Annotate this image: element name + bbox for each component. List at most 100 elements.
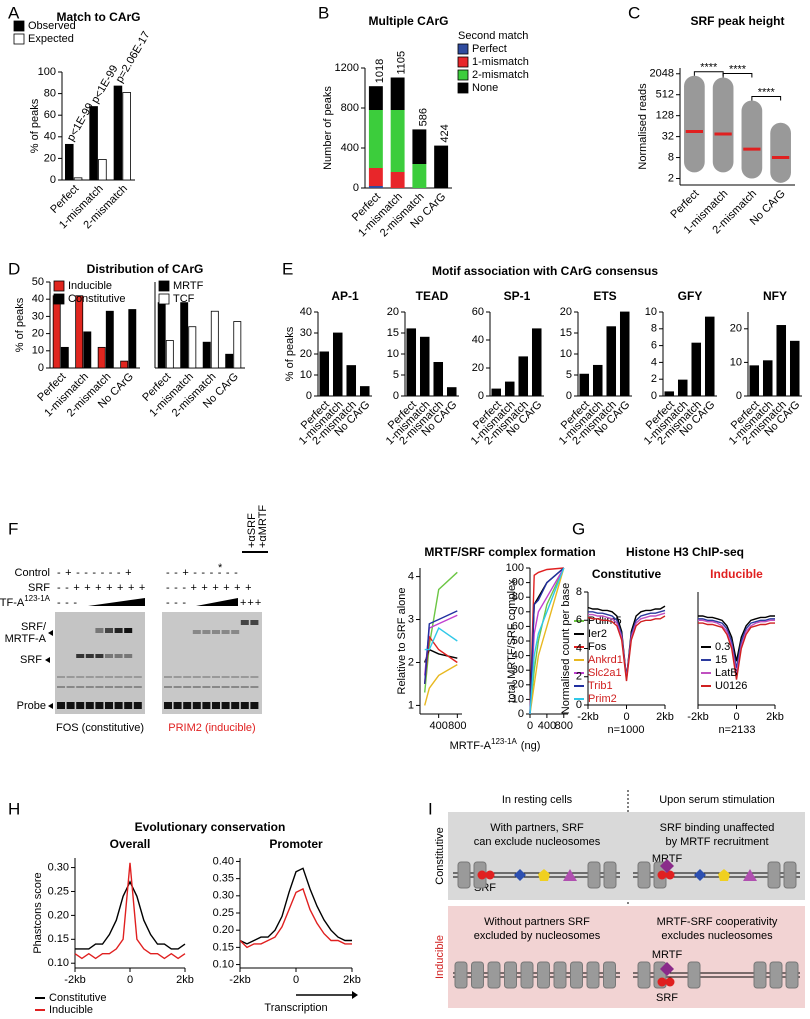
gel-band xyxy=(231,702,240,709)
panel-label: B xyxy=(318,3,329,22)
y-tick-label: 0.10 xyxy=(213,958,234,970)
legend-label: Constitutive xyxy=(49,992,106,1004)
gel-band xyxy=(164,702,172,709)
legend-swatch xyxy=(457,82,469,94)
line xyxy=(529,567,564,715)
partner-protein xyxy=(718,869,730,881)
line xyxy=(529,567,565,715)
panel-heading: MRTF/SRF complex formation xyxy=(424,545,595,559)
gel-band xyxy=(114,686,123,688)
chart-title: NFY xyxy=(763,289,787,303)
y-tick-label: 4 xyxy=(408,570,414,582)
y-tick-label: 15 xyxy=(560,327,572,339)
x-tick-label: 800 xyxy=(448,720,466,732)
panel-heading: Evolutionary conservation xyxy=(135,820,286,834)
srf xyxy=(665,870,675,880)
gel-band xyxy=(250,676,259,678)
schematic-header: In resting cells xyxy=(502,794,573,806)
line xyxy=(529,567,565,715)
panel-label: E xyxy=(282,259,293,278)
bar xyxy=(749,365,760,397)
protein-label: MRTF xyxy=(652,949,683,961)
bar-segment xyxy=(368,86,383,110)
band-arrow xyxy=(45,657,50,663)
gel-band xyxy=(114,702,123,709)
nucleosome xyxy=(553,961,567,989)
gel-band xyxy=(240,676,249,678)
y-tick-label: 1200 xyxy=(335,62,359,74)
gel-panel: Control SRF MRTF-A123-1A -+------+ --+++… xyxy=(0,505,269,734)
y-tick-label: 8 xyxy=(651,323,657,335)
line xyxy=(424,663,458,706)
band-arrow xyxy=(48,630,53,636)
gel-row-label: MRTF-A123-1A xyxy=(0,594,51,609)
x-tick-label: 0 xyxy=(527,720,533,732)
bar-segment xyxy=(390,172,405,188)
y-tick-label: 100 xyxy=(506,562,524,574)
gel-band xyxy=(212,676,220,678)
nucleosome xyxy=(603,961,616,989)
line xyxy=(424,627,458,651)
y-tick-label: 8 xyxy=(668,151,674,163)
legend-swatch xyxy=(13,20,25,32)
gel-band xyxy=(114,654,123,658)
x-tick-label: 400 xyxy=(429,720,447,732)
legend-swatch xyxy=(457,56,469,68)
legend-label: 1-mismatch xyxy=(472,56,529,68)
spread xyxy=(741,100,763,179)
srf xyxy=(657,870,667,880)
gel-band xyxy=(192,630,201,634)
total-label: 586 xyxy=(417,108,429,126)
y-tick-label: 1 xyxy=(408,699,414,711)
bar xyxy=(97,346,106,369)
y-axis-label: Number of peaks xyxy=(322,86,334,170)
nucleosome xyxy=(637,861,651,889)
y-tick-label: 2 xyxy=(408,656,414,668)
gel-band xyxy=(66,676,75,678)
significance-label: **** xyxy=(758,86,776,98)
y-tick-label: 0.15 xyxy=(48,933,69,945)
gel-band xyxy=(76,676,85,678)
y-tick-label: 30 xyxy=(512,664,524,676)
legend-swatch xyxy=(158,293,170,305)
chart-title: AP-1 xyxy=(331,289,359,303)
spread xyxy=(770,122,791,183)
panel-label: G xyxy=(572,519,585,538)
gel-caption: FOS (constitutive) xyxy=(56,722,144,734)
legend-label: Inducible xyxy=(49,1004,93,1016)
x-tick-label: 2kb xyxy=(343,974,361,986)
gel-band xyxy=(85,654,94,658)
y-tick-label: 40 xyxy=(32,293,44,305)
gel-band xyxy=(57,686,65,688)
bar xyxy=(225,353,234,369)
gel-band xyxy=(173,676,182,678)
gel-signs: --- xyxy=(166,597,191,609)
y-tick-label: 20 xyxy=(32,328,44,340)
partner-protein xyxy=(694,869,706,881)
gel-band xyxy=(231,630,240,634)
srf xyxy=(657,977,667,987)
y-tick-label: 0.30 xyxy=(48,861,69,873)
protein-label: SRF xyxy=(656,992,678,1004)
gel-band xyxy=(192,686,201,688)
gel-band xyxy=(192,702,201,709)
chart-title: Multiple CArG xyxy=(369,14,449,28)
spread xyxy=(684,75,705,173)
x-axis-label-sup: 123-1A xyxy=(491,737,517,746)
y-tick-label: 2048 xyxy=(650,68,674,80)
total-label: 1105 xyxy=(396,51,408,75)
row-label: Inducible xyxy=(434,935,446,979)
band-label: SRF xyxy=(20,654,42,666)
y-tick-label: 0 xyxy=(478,390,484,402)
x-tick-label: 2kb xyxy=(656,711,674,723)
nucleosome xyxy=(767,861,781,889)
bar xyxy=(606,326,617,397)
y-tick-label: 2 xyxy=(651,373,657,385)
gel-band xyxy=(240,620,249,625)
gel-band xyxy=(250,620,259,625)
line xyxy=(529,567,565,715)
gel-band xyxy=(192,676,201,678)
box-text: Without partners SRF xyxy=(484,916,590,928)
bar xyxy=(491,388,502,397)
gel-band xyxy=(95,686,104,688)
